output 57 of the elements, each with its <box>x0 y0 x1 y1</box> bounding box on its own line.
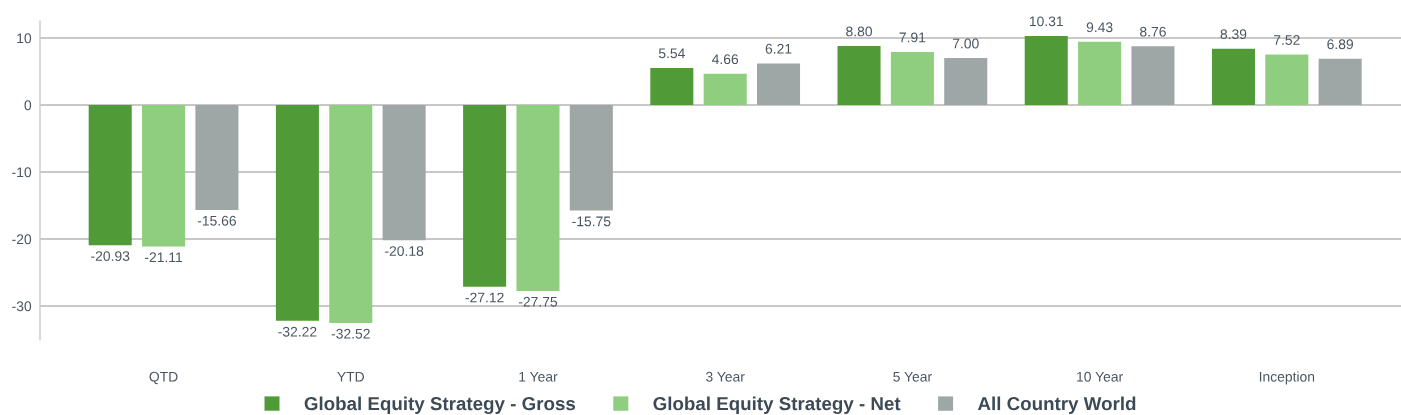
bar <box>1265 54 1309 105</box>
data-label: 7.00 <box>952 38 979 49</box>
legend-label: Global Equity Strategy - Net <box>653 396 901 415</box>
bar <box>1131 46 1175 105</box>
data-label: 5.54 <box>658 48 685 59</box>
legend-label: Global Equity Strategy - Gross <box>304 396 576 415</box>
x-tick-label: Inception <box>1259 371 1315 385</box>
bar <box>1024 35 1068 105</box>
x-tick-label: 3 Year <box>706 371 745 382</box>
bar <box>1211 48 1255 105</box>
bar <box>650 67 694 105</box>
data-label: 8.76 <box>1140 26 1166 37</box>
x-tick-label: 1 Year <box>519 371 558 382</box>
y-tick-label: -30 <box>12 301 32 312</box>
y-tick-label: 10 <box>17 33 32 44</box>
bar <box>195 105 239 210</box>
data-label: -27.12 <box>465 292 504 303</box>
x-tick-label: 5 Year <box>893 371 932 382</box>
bar <box>890 52 934 105</box>
bar <box>1078 41 1122 105</box>
data-label: 4.66 <box>711 54 739 65</box>
data-label: 7.52 <box>1274 35 1300 45</box>
bar <box>329 105 373 323</box>
bar <box>757 63 801 105</box>
bar <box>275 105 319 321</box>
bar <box>837 46 881 105</box>
data-label: 6.89 <box>1327 39 1354 50</box>
bar <box>944 58 988 105</box>
x-tick-label: 10 Year <box>1077 371 1123 382</box>
bar <box>142 105 186 247</box>
legend-label: All Country World <box>977 396 1136 414</box>
data-label: -32.52 <box>331 328 370 339</box>
bar <box>516 105 560 291</box>
y-tick-label: -20 <box>12 234 32 245</box>
data-label: 10.31 <box>1029 16 1063 27</box>
bar <box>703 73 747 105</box>
data-label: -27.75 <box>518 296 558 307</box>
data-label: 8.80 <box>846 26 873 37</box>
data-label: -21.11 <box>145 252 183 263</box>
y-tick-label: 0 <box>24 100 32 111</box>
data-label: -32.22 <box>278 326 317 337</box>
y-tick-label: -10 <box>12 167 32 178</box>
data-label: 9.43 <box>1086 22 1113 33</box>
x-tick-label: QTD <box>149 371 178 385</box>
data-label: 7.91 <box>899 32 926 43</box>
data-label: 8.39 <box>1220 29 1247 40</box>
bar <box>1318 58 1362 105</box>
bar <box>382 105 426 241</box>
data-label: -20.93 <box>91 251 130 261</box>
bar <box>88 105 132 246</box>
data-label: 6.21 <box>765 43 792 54</box>
data-label: -20.18 <box>385 246 424 256</box>
bar <box>569 105 613 211</box>
bar <box>463 105 507 287</box>
data-label: -15.66 <box>197 215 236 226</box>
data-label: -15.75 <box>572 216 611 227</box>
x-tick-label: YTD <box>337 371 364 382</box>
